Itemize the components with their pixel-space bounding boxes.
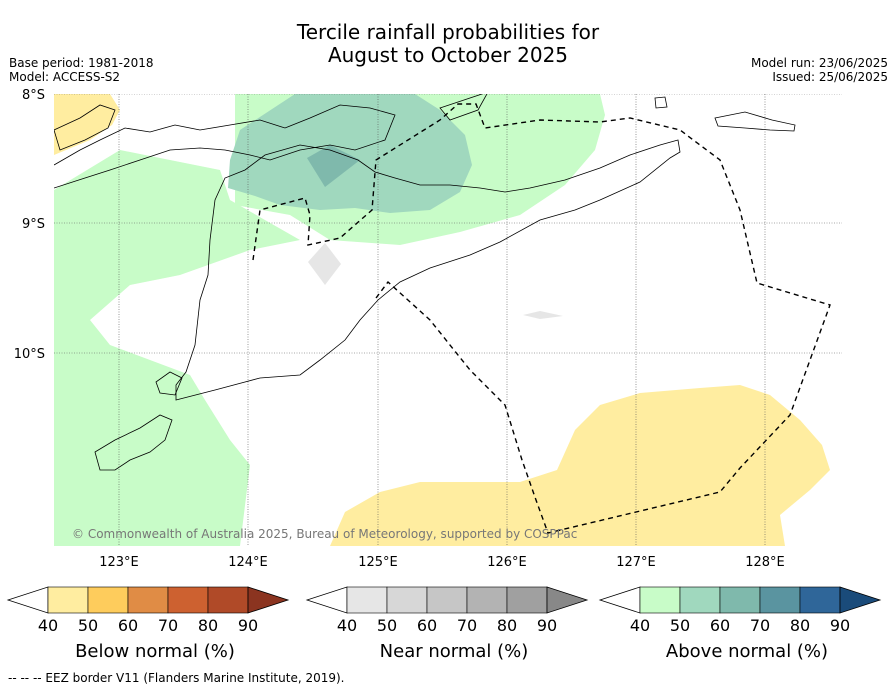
colorbar-above-low-extend (598, 586, 641, 614)
colorbar-above-tick: 80 (790, 616, 810, 635)
colorbar-below-segment (207, 586, 249, 614)
colorbar-below-tick: 80 (198, 616, 218, 635)
colorbar-near-segment (506, 586, 548, 614)
colorbar-below-segment (127, 586, 169, 614)
near-normal-patch-2 (523, 311, 563, 319)
below-normal-region-nw (54, 94, 120, 155)
map-area (54, 94, 842, 546)
colorbar-above-segment (639, 586, 681, 614)
colorbar-below-tick: 40 (38, 616, 58, 635)
coastlines (54, 94, 796, 471)
colorbar-near-segment (346, 586, 388, 614)
colorbar-near-segment (386, 586, 428, 614)
above-normal-region-50-60 (228, 94, 472, 213)
map-title-line2: August to October 2025 (327, 43, 569, 67)
eez-border (252, 103, 831, 534)
lon-label-127e: 127°E (616, 555, 656, 570)
colorbar-above-segment (759, 586, 801, 614)
colorbar-above-high-extend (839, 586, 882, 614)
lon-label-128e: 128°E (745, 555, 785, 570)
colorbar-below-label: Below normal (%) (75, 641, 235, 662)
colorbar-near-low-extend (305, 586, 348, 614)
colorbar-near-segment (426, 586, 468, 614)
timor-island-coast (175, 139, 681, 401)
colorbar-below-high-extend (247, 586, 290, 614)
issued-date: Issued: 25/06/2025 (772, 70, 888, 84)
above-normal-region-west (54, 150, 300, 546)
colorbar-above-label: Above normal (%) (666, 641, 828, 662)
colorbar-near-high-extend (546, 586, 589, 614)
colorbar-below-segment (47, 586, 89, 614)
colorbar-above-segment (679, 586, 721, 614)
colorbar-near-tick: 70 (457, 616, 477, 635)
model-run: Model run: 23/06/2025 (750, 56, 888, 70)
colorbar-below-segment (87, 586, 129, 614)
copyright-text: © Commonwealth of Australia 2025, Bureau… (72, 527, 577, 541)
colorbar-near-tick: 60 (417, 616, 437, 635)
nw-island-coast (54, 104, 116, 151)
near-normal-patch-1 (308, 243, 341, 285)
lon-label-125e: 125°E (358, 555, 398, 570)
colorbar-below-tick: 60 (118, 616, 138, 635)
lat-label-9s: 9°S (22, 217, 45, 232)
above-normal-region-60-70 (307, 145, 360, 187)
colorbar-above-tick: 50 (670, 616, 690, 635)
below-normal-region-south (330, 385, 830, 546)
colorbar-below-segment (167, 586, 209, 614)
colorbar-above-segment (799, 586, 841, 614)
colorbar-above-tick: 90 (830, 616, 850, 635)
lon-label-126e: 126°E (487, 555, 527, 570)
colorbar-above-tick: 40 (630, 616, 650, 635)
east-islands-coast (714, 111, 796, 132)
wetar-coast (439, 94, 488, 121)
lon-gridlines (118, 94, 766, 546)
colorbar-near-segment (466, 586, 508, 614)
colorbar-near-tick: 50 (377, 616, 397, 635)
colorbar-below-tick: 90 (238, 616, 258, 635)
model-name: Model: ACCESS-S2 (9, 70, 121, 84)
colorbar-near: 40 50 60 70 80 90 Near normal (%) (305, 586, 589, 662)
lon-label-124e: 124°E (228, 555, 268, 570)
colorbar-near-tick: 90 (537, 616, 557, 635)
colorbar-near-label: Near normal (%) (380, 641, 529, 662)
alor-islands-coast (54, 104, 396, 189)
colorbar-near-tick: 40 (337, 616, 357, 635)
small-island-coast (654, 96, 668, 109)
colorbar-below-tick: 50 (78, 616, 98, 635)
base-period: Base period: 1981-2018 (9, 56, 154, 70)
lat-label-8s: 8°S (22, 88, 45, 103)
rote-island-coast (155, 371, 183, 396)
eez-footer-note: -- -- -- EEZ border V11 (Flanders Marine… (8, 671, 345, 685)
colorbar-near-tick: 80 (497, 616, 517, 635)
lat-label-10s: 10°S (14, 347, 45, 362)
lon-label-123e: 123°E (99, 555, 139, 570)
colorbar-above-tick: 60 (710, 616, 730, 635)
map-title-line1: Tercile rainfall probabilities for (296, 20, 600, 44)
sumba-savu-coast (94, 414, 173, 471)
colorbar-above-segment (719, 586, 761, 614)
colorbar-above-tick: 70 (750, 616, 770, 635)
colorbar-below-low-extend (6, 586, 49, 614)
colorbar-below-tick: 70 (158, 616, 178, 635)
